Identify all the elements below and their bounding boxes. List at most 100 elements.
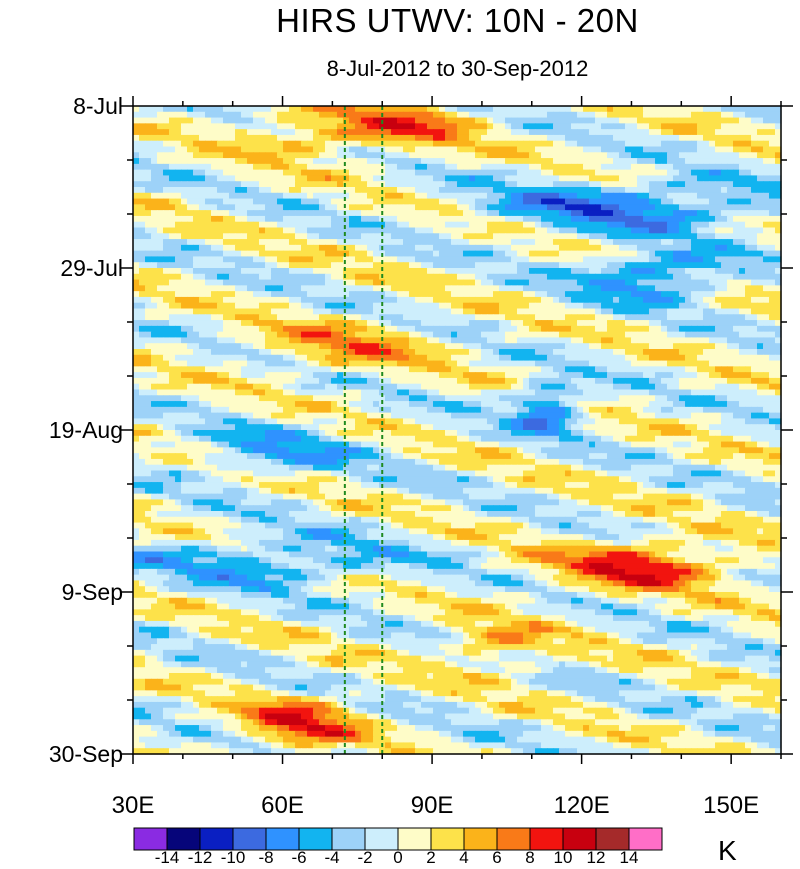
heatmap-cell [529,123,536,130]
heatmap-cell [253,227,260,234]
heatmap-cell [595,198,602,205]
heatmap-cell [763,204,770,211]
heatmap-cell [613,314,620,321]
heatmap-cell [697,343,704,350]
heatmap-cell [625,192,632,200]
heatmap-cell [385,181,392,188]
heatmap-cell [403,198,410,205]
heatmap-cell [739,337,746,344]
heatmap-cell [205,181,212,188]
heatmap-cell [511,175,518,182]
heatmap-cell [727,325,734,333]
heatmap-cell [301,337,308,344]
heatmap-cell [637,262,644,269]
heatmap-cell [181,343,188,350]
heatmap-cell [619,227,626,234]
heatmap-cell [277,221,284,229]
heatmap-cell [535,366,542,373]
heatmap-cell [199,268,206,275]
heatmap-cell [655,354,662,362]
heatmap-cell [475,163,482,171]
heatmap-cell [727,349,734,356]
heatmap-cell [757,198,764,205]
heatmap-cell [697,106,704,113]
heatmap-cell [769,262,776,269]
heatmap-cell [517,262,524,269]
heatmap-cell [631,273,638,281]
heatmap-cell [679,354,686,362]
heatmap-cell [421,204,428,211]
heatmap-cell [619,256,626,263]
heatmap-cell [301,273,308,281]
heatmap-cell [541,140,548,148]
heatmap-cell [403,320,410,327]
heatmap-cell [583,204,590,211]
heatmap-cell [163,285,170,292]
heatmap-cell [391,279,398,286]
heatmap-cell [205,175,212,182]
heatmap-cell [271,325,278,333]
heatmap-cell [661,163,668,171]
heatmap-cell [271,181,278,188]
heatmap-cell [595,291,602,298]
heatmap-cell [361,314,368,321]
heatmap-cell [331,244,338,252]
heatmap-cell [271,163,278,171]
heatmap-cell [271,268,278,275]
heatmap-cell [319,285,326,292]
heatmap-cell [703,296,710,304]
heatmap-cell [583,302,590,310]
heatmap-cell [523,181,530,188]
heatmap-cell [487,111,494,119]
heatmap-cell [727,111,734,119]
heatmap-cell [475,360,482,367]
heatmap-cell [493,181,500,188]
heatmap-cell [253,117,260,124]
heatmap-cell [727,331,734,339]
heatmap-cell [505,331,512,339]
heatmap-cell [457,152,464,159]
heatmap-cell [451,244,458,252]
heatmap-cell [469,187,476,194]
heatmap-cell [223,302,230,310]
heatmap-cell [475,192,482,200]
heatmap-cell [157,262,164,269]
heatmap-cell [607,129,614,136]
heatmap-cell [427,210,434,217]
heatmap-cell [367,268,374,275]
heatmap-cell [133,343,140,350]
heatmap-cell [391,296,398,304]
heatmap-cell [493,221,500,229]
heatmap-cell [739,239,746,246]
heatmap-cell [277,343,284,350]
heatmap-cell [325,250,332,258]
heatmap-cell [601,302,608,310]
heatmap-cell [283,221,290,229]
heatmap-cell [181,117,188,124]
heatmap-cell [223,169,230,177]
heatmap-cell [421,106,428,113]
heatmap-cell [247,325,254,333]
heatmap-cell [187,331,194,339]
heatmap-cell [169,106,176,113]
heatmap-cell [709,268,716,275]
heatmap-cell [559,250,566,258]
heatmap-cell [385,227,392,234]
heatmap-cell [511,187,518,194]
heatmap-cell [283,187,290,194]
heatmap-cell [421,308,428,315]
heatmap-cell [241,366,248,373]
heatmap-cell [331,366,338,373]
heatmap-cell [289,146,296,153]
heatmap-cell [259,279,266,286]
heatmap-cell [739,134,746,142]
heatmap-cell [733,227,740,234]
heatmap-cell [655,296,662,304]
heatmap-cell [715,302,722,310]
heatmap-cell [619,285,626,292]
heatmap-cell [427,146,434,153]
heatmap-cell [739,349,746,356]
heatmap-cell [727,175,734,182]
heatmap-cell [601,349,608,356]
chart-subtitle: 8-Jul-2012 to 30-Sep-2012 [326,56,589,81]
